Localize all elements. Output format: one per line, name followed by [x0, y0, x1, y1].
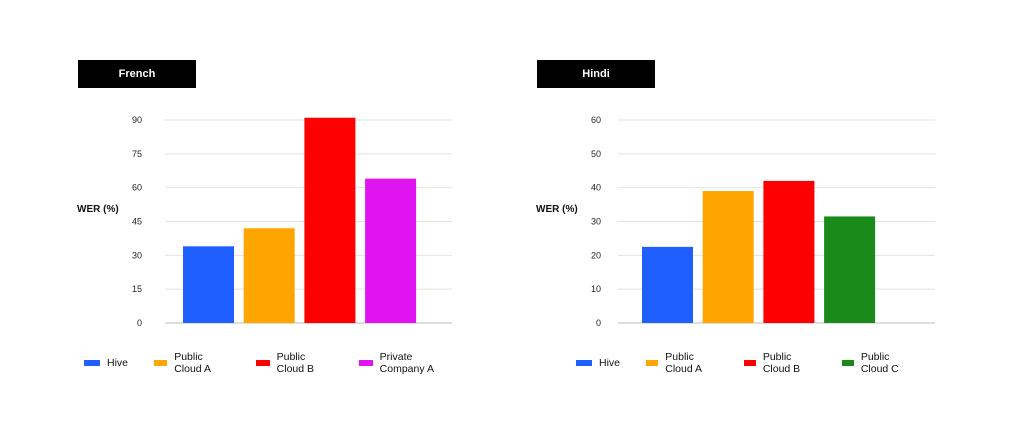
- legend-swatch: [841, 360, 854, 366]
- legend-item: Hive: [84, 357, 128, 369]
- legend-swatch: [84, 360, 100, 366]
- french-plot-area: 0 15 30 45 60 75 90: [132, 115, 452, 328]
- legend-item: Public Cloud A: [646, 351, 718, 375]
- y-tick-label: 15: [132, 284, 142, 294]
- hindi-plot-area: 0 10 20 30 40 50 60: [591, 115, 935, 328]
- y-axis-label: WER (%): [77, 204, 119, 215]
- bar-public-cloud-b: [763, 180, 815, 323]
- legend-item: Private Company A: [359, 351, 454, 375]
- chart-title: French: [78, 60, 196, 88]
- y-tick-label: 0: [137, 318, 142, 328]
- chart-legend: Hive Public Cloud A Public Cloud B Private …: [84, 351, 480, 375]
- chart-title: Hindi: [537, 60, 655, 88]
- bar-private-company-a: [365, 178, 417, 323]
- legend-item: Public Cloud C: [841, 351, 914, 375]
- legend-swatch: [743, 360, 756, 366]
- y-tick-label: 30: [132, 250, 142, 260]
- legend-swatch: [256, 360, 270, 366]
- chart-legend: Hive Public Cloud A Public Cloud B Public C…: [576, 351, 940, 375]
- y-tick-label: 60: [591, 115, 601, 125]
- legend-swatch: [154, 360, 168, 366]
- legend-label: Public Cloud B: [762, 351, 801, 375]
- legend-swatch: [646, 360, 659, 366]
- y-axis-label: WER (%): [536, 204, 578, 215]
- y-tick-label: 90: [132, 115, 142, 125]
- legend-item: Hive: [576, 357, 620, 369]
- hindi-chart-panel: Hindi WER (%) 0 10 20 30 40 50 60 Hive Public C…: [460, 0, 940, 424]
- y-tick-label: 60: [132, 183, 142, 193]
- y-tick-label: 40: [591, 183, 601, 193]
- bar-public-cloud-b: [304, 117, 356, 323]
- bar-public-cloud-a: [702, 191, 754, 323]
- y-tick-label: 50: [591, 149, 601, 159]
- legend-label: Public Cloud B: [276, 351, 315, 375]
- legend-label: Hive: [599, 357, 621, 369]
- legend-item: Public Cloud B: [256, 351, 333, 375]
- legend-swatch: [576, 360, 592, 366]
- legend-swatch: [359, 360, 373, 366]
- legend-label: Hive: [107, 357, 129, 369]
- french-chart-panel: French WER (%) 0 15 30 45 60 75 90 Hive Public …: [0, 0, 480, 424]
- bar-hive: [183, 246, 234, 323]
- y-tick-label: 30: [591, 217, 601, 227]
- legend-label: Public Cloud C: [860, 351, 899, 375]
- legend-label: Private Company A: [379, 351, 434, 375]
- y-tick-label: 20: [591, 250, 601, 260]
- y-tick-label: 75: [132, 149, 142, 159]
- bar-public-cloud-c: [824, 216, 876, 323]
- y-tick-label: 0: [596, 318, 601, 328]
- y-tick-label: 10: [591, 284, 601, 294]
- legend-item: Public Cloud B: [743, 351, 816, 375]
- legend-label: Public Cloud A: [665, 351, 703, 375]
- legend-label: Public Cloud A: [174, 351, 211, 375]
- bar-public-cloud-a: [243, 228, 295, 323]
- legend-item: Public Cloud A: [154, 351, 230, 375]
- bar-hive: [642, 246, 693, 323]
- y-tick-label: 45: [132, 217, 142, 227]
